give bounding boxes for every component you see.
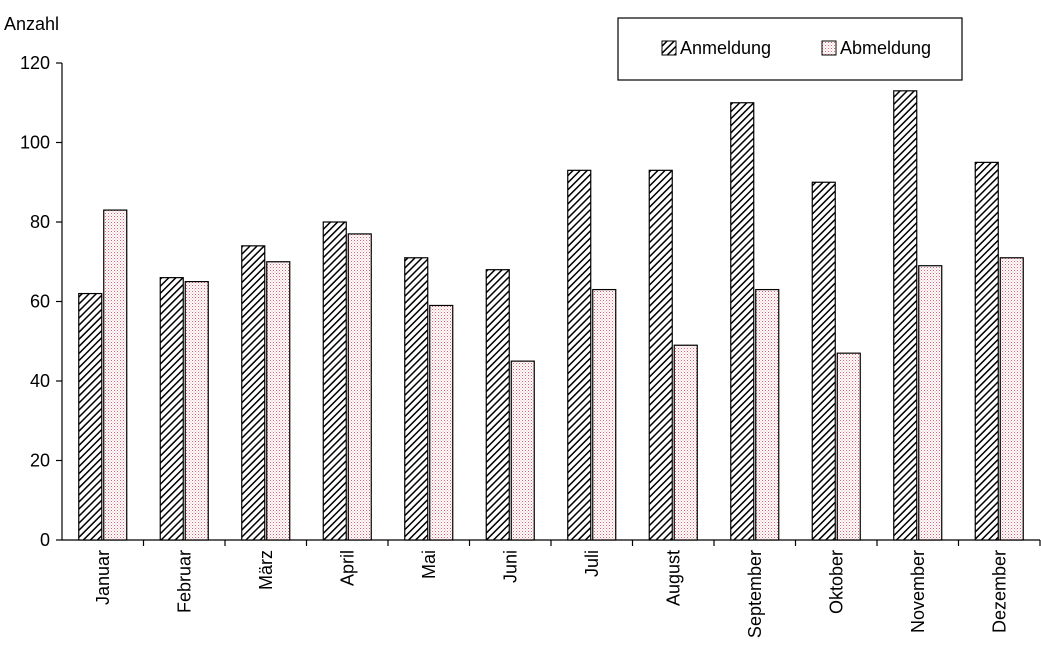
x-category-label: Februar: [174, 550, 194, 613]
x-category-label: März: [256, 550, 276, 590]
legend-swatch-anmeldung: [661, 40, 677, 56]
bar-anmeldung-august: [648, 169, 673, 541]
bar-abmeldung-juli: [592, 288, 617, 541]
y-tick-label: 100: [20, 133, 50, 153]
y-tick-label: 120: [20, 53, 50, 73]
bar-abmeldung-august: [673, 344, 698, 541]
bar-anmeldung-juni: [485, 269, 510, 541]
x-category-label: Juli: [582, 550, 602, 577]
bar-anmeldung-märz: [241, 245, 266, 541]
bar-abmeldung-november: [918, 265, 943, 541]
x-category-label: Juni: [500, 550, 520, 583]
bar-anmeldung-september: [730, 102, 755, 541]
plot-area: 0 20 40 60 80 100 120 Januar Februar März April Mai…: [20, 53, 1041, 638]
legend-label-abmeldung: Abmeldung: [840, 38, 931, 58]
x-category-label: August: [663, 550, 683, 606]
bar-anmeldung-dezember: [974, 161, 999, 541]
bar-abmeldung-februar: [184, 281, 209, 541]
y-tick-label: 60: [30, 292, 50, 312]
bar-anmeldung-februar: [159, 277, 184, 541]
bar-abmeldung-oktober: [836, 352, 861, 541]
x-category-label: Dezember: [989, 550, 1009, 633]
bar-abmeldung-juni: [510, 360, 535, 541]
bar-abmeldung-januar: [103, 209, 128, 541]
y-tick-label: 40: [30, 371, 50, 391]
legend: Anmeldung Abmeldung: [617, 17, 963, 81]
x-category-label: April: [337, 550, 357, 586]
x-category-label: Mai: [419, 550, 439, 579]
bar-abmeldung-dezember: [999, 257, 1024, 541]
bar-anmeldung-mai: [404, 257, 429, 541]
x-category-label: Januar: [93, 550, 113, 605]
bar-anmeldung-november: [893, 90, 918, 541]
bar-anmeldung-oktober: [811, 181, 836, 541]
bar-abmeldung-september: [755, 288, 780, 541]
legend-label-anmeldung: Anmeldung: [680, 38, 771, 58]
bar-abmeldung-mai: [429, 304, 454, 541]
y-tick-label: 20: [30, 451, 50, 471]
y-axis-label: Anzahl: [4, 14, 59, 34]
y-tick-label: 0: [40, 530, 50, 550]
y-tick-label: 80: [30, 212, 50, 232]
x-category-label: November: [908, 550, 928, 633]
legend-swatch-abmeldung: [821, 40, 837, 56]
bar-anmeldung-april: [322, 221, 347, 541]
bar-anmeldung-januar: [78, 292, 103, 541]
bar-anmeldung-juli: [567, 169, 592, 541]
bar-abmeldung-märz: [266, 261, 291, 541]
x-category-label: Oktober: [826, 550, 846, 614]
x-category-label: September: [745, 550, 765, 638]
bar-abmeldung-april: [347, 233, 372, 541]
